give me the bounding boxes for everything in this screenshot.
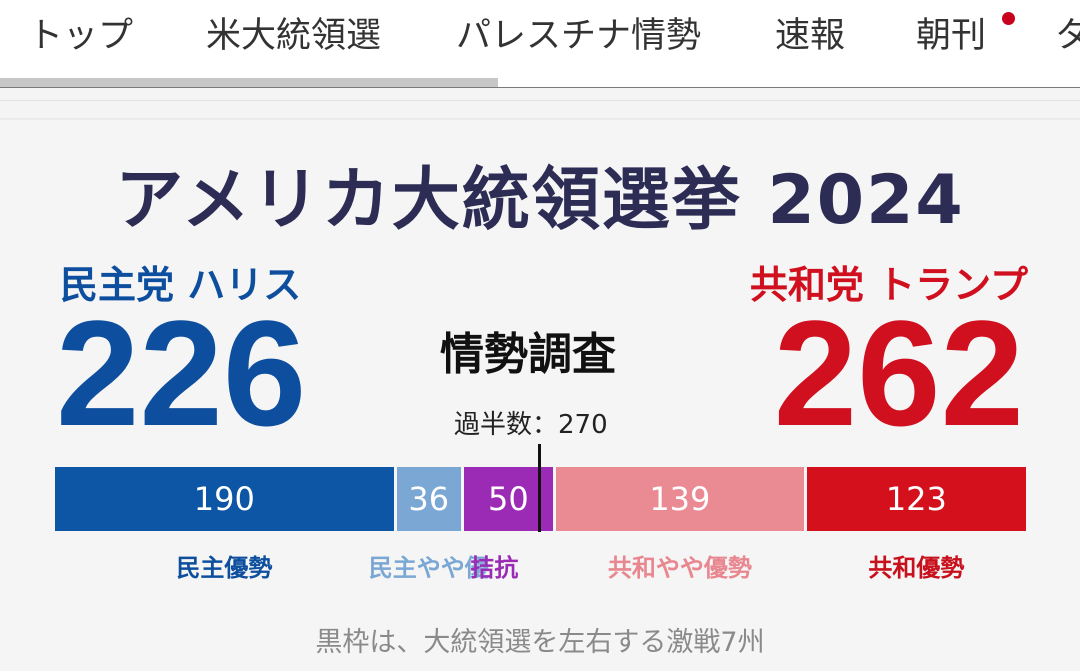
tab-morning-edition[interactable]: 朝刊: [916, 16, 987, 56]
section-divider: [0, 100, 1080, 101]
legend-tossup: 拮抗: [470, 554, 519, 582]
legend-dem-lean: 民主やや優: [368, 554, 489, 582]
majority-marker-line: [538, 444, 541, 532]
card-title: アメリカ大統領選挙 2024: [115, 161, 965, 240]
legend-rep-lean: 共和やや優勢: [607, 554, 752, 582]
nav-scroll-indicator: [0, 78, 498, 88]
republican-votes: 262: [773, 289, 1024, 457]
bar-segment-rep-solid: 123: [806, 467, 1026, 531]
electoral-bar-chart: 190 36 50 139 123: [55, 467, 1026, 531]
top-nav: トップ 米大統領選 パレスチナ情勢 速報 朝刊 タ: [0, 0, 1080, 88]
tab-breaking-news[interactable]: 速報: [775, 16, 846, 56]
nav-divider: [0, 87, 1080, 88]
democrat-label: 民主党 ハリス: [60, 263, 302, 307]
tab-partial[interactable]: タ: [1055, 16, 1080, 56]
majority-label: 過半数：270: [454, 410, 608, 440]
bar-segment-dem-solid: 190: [55, 467, 394, 531]
tab-us-election[interactable]: 米大統領選: [206, 16, 382, 56]
legend-rep-solid: 共和優勢: [868, 554, 965, 582]
tab-palestine[interactable]: パレスチナ情勢: [456, 16, 702, 56]
republican-label: 共和党 トランプ: [749, 263, 1028, 307]
election-card: アメリカ大統領選挙 2024 民主党 ハリス 共和党 トランプ 226 262 …: [0, 118, 1080, 671]
survey-label: 情勢調査: [440, 329, 616, 380]
tab-top[interactable]: トップ: [28, 16, 134, 56]
bar-segment-rep-lean: 139: [555, 467, 804, 531]
bar-segment-dem-lean: 36: [396, 467, 461, 531]
legend-dem-solid: 民主優勢: [176, 554, 273, 582]
notification-dot-icon: [1002, 12, 1015, 25]
footnote: 黒枠は、大統領選を左右する激戦7州: [315, 627, 765, 658]
democrat-votes: 226: [56, 289, 307, 457]
